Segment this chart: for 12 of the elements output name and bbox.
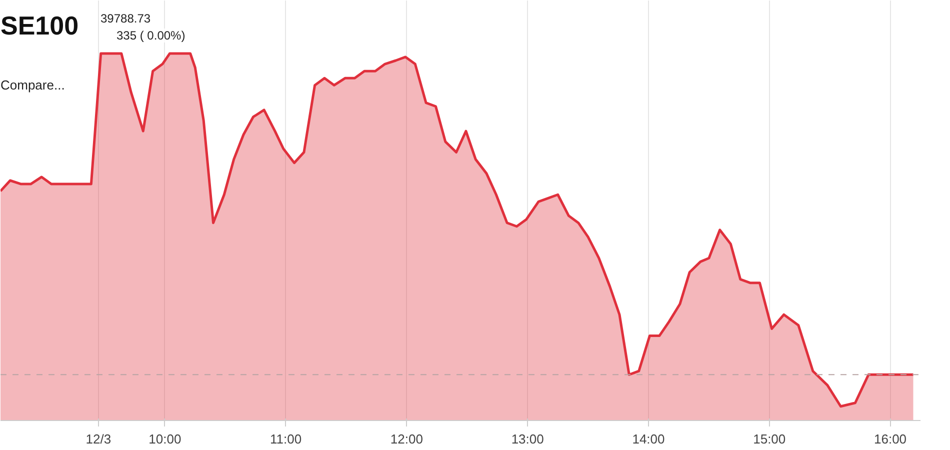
text: 39788.73 [100, 12, 151, 26]
x-tick-label: 12:00 [390, 432, 423, 446]
x-tick-label: 12/3 [86, 432, 112, 446]
x-tick-label: 15:00 [753, 432, 786, 446]
chart-title: SE100 [0, 10, 79, 40]
text: 335 ( 0.00%) [116, 28, 186, 42]
x-tick-label: 13:00 [511, 432, 544, 446]
x-tick-label: 11:00 [270, 432, 302, 446]
x-tick-label: 10:00 [148, 432, 182, 446]
x-tick-label: 16:00 [874, 432, 907, 446]
annotation: Compare... [0, 78, 65, 92]
x-tick-label: 14:00 [632, 432, 665, 446]
